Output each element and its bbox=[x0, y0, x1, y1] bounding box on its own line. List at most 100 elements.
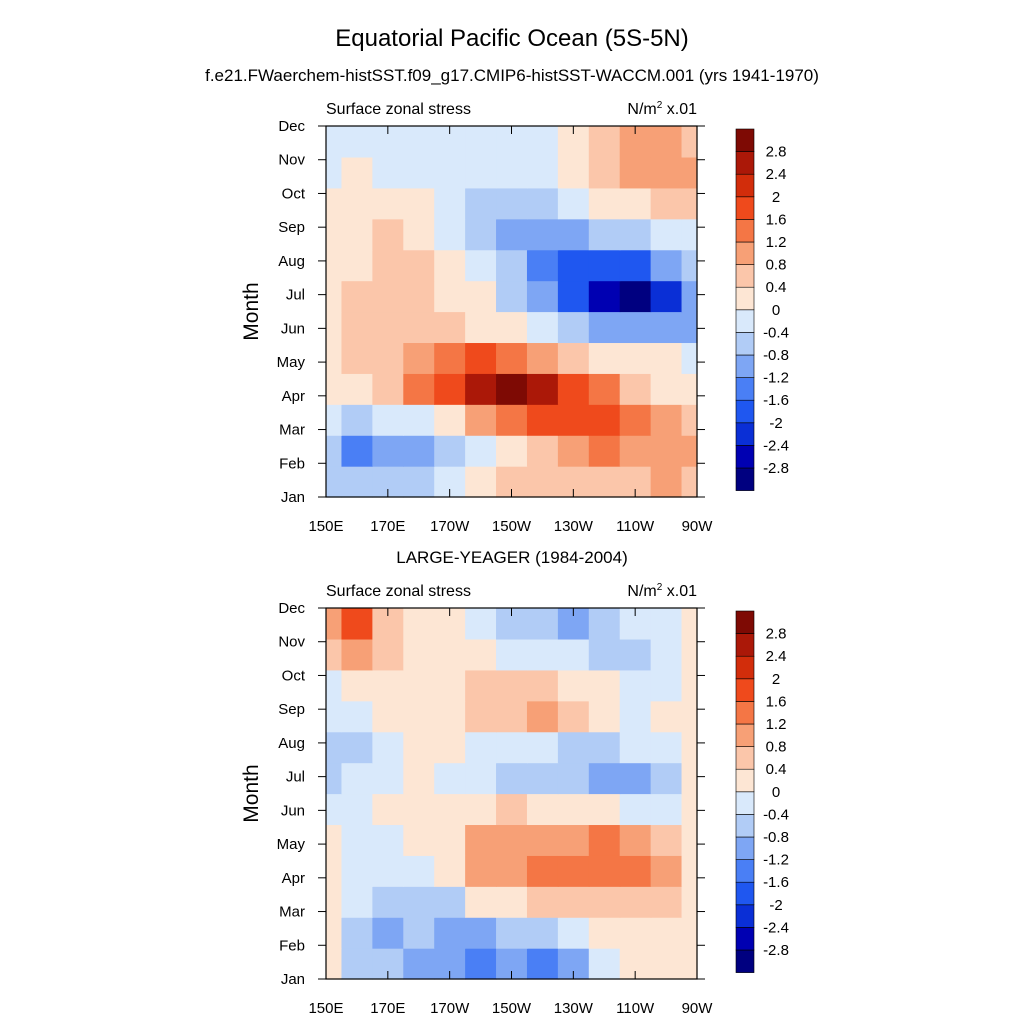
heatmap-cell bbox=[372, 249, 404, 282]
heatmap-cell bbox=[341, 342, 373, 374]
heatmap-cell bbox=[588, 126, 621, 158]
heatmap-cell bbox=[619, 435, 652, 467]
heatmap-cell bbox=[465, 342, 497, 374]
colorbar-label: -2.8 bbox=[763, 942, 789, 959]
heatmap-cell bbox=[465, 948, 497, 980]
heatmap-cell bbox=[619, 638, 652, 671]
heatmap-cell bbox=[557, 917, 590, 949]
heatmap-cell bbox=[496, 793, 528, 826]
heatmap-cell bbox=[496, 917, 528, 949]
heatmap-cell bbox=[650, 156, 683, 189]
heatmap-cell bbox=[465, 886, 497, 918]
colorbar: 2.8 2.4 2 1.6 1.2 0.8 0.4 0 -0.4 -0.8 -1.2 -1.6 -2 -2… bbox=[735, 610, 789, 973]
heatmap-cell bbox=[372, 731, 404, 764]
heatmap-cell bbox=[588, 731, 621, 764]
heatmap-cell bbox=[557, 218, 590, 251]
heatmap-cell bbox=[403, 793, 435, 826]
colorbar-label: 0 bbox=[772, 302, 780, 319]
heatmap-cell bbox=[341, 218, 373, 251]
heatmap-cell bbox=[403, 917, 435, 949]
heatmap-cell bbox=[619, 404, 652, 436]
colorbar-label: 2.8 bbox=[766, 144, 787, 161]
units-tail: x.01 bbox=[662, 583, 697, 600]
heatmap-cell bbox=[496, 373, 528, 405]
heatmap-cell bbox=[465, 466, 497, 498]
heatmap-cell bbox=[557, 855, 590, 887]
heatmap-cell bbox=[341, 311, 373, 344]
heatmap-cell bbox=[372, 373, 404, 405]
heatmap-cell bbox=[650, 669, 683, 702]
y-tick-label: Oct bbox=[282, 667, 306, 684]
heatmap-cell bbox=[372, 669, 404, 702]
heatmap-cell bbox=[588, 824, 621, 856]
y-axis-label: Month bbox=[240, 282, 263, 340]
heatmap-cell bbox=[326, 280, 343, 313]
heatmap-cell bbox=[372, 638, 404, 671]
x-tick-label: 90W bbox=[682, 518, 714, 535]
heatmap-cell bbox=[372, 824, 404, 856]
heatmap-cell bbox=[588, 886, 621, 918]
heatmap-cell bbox=[681, 762, 698, 795]
heatmap-cell bbox=[526, 466, 559, 498]
y-tick-label: Sep bbox=[278, 701, 305, 718]
heatmap-cell bbox=[650, 700, 683, 733]
heatmap-cells bbox=[326, 126, 698, 498]
y-tick-label: Jul bbox=[286, 769, 305, 786]
colorbar-label: -2.4 bbox=[763, 919, 789, 936]
heatmap-cell bbox=[372, 311, 404, 344]
heatmap-cell bbox=[557, 435, 590, 467]
heatmap-cell bbox=[588, 187, 621, 220]
heatmap-cell bbox=[496, 311, 528, 344]
heatmap-cell bbox=[372, 886, 404, 918]
colorbar-label: -1.2 bbox=[763, 370, 789, 387]
heatmap-cell bbox=[434, 638, 466, 671]
heatmap-cell bbox=[681, 311, 698, 344]
heatmap-cell bbox=[681, 218, 698, 251]
heatmap-cell bbox=[557, 342, 590, 374]
heatmap-cell bbox=[681, 731, 698, 764]
heatmap-cell bbox=[465, 218, 497, 251]
heatmap-cell bbox=[403, 249, 435, 282]
heatmap-cell bbox=[403, 373, 435, 405]
heatmap-cell bbox=[465, 608, 497, 640]
colorbar-label: 2.4 bbox=[766, 166, 787, 183]
heatmap-cell bbox=[588, 608, 621, 640]
heatmap-cell bbox=[619, 249, 652, 282]
heatmap-cell bbox=[372, 793, 404, 826]
heatmap-cell bbox=[557, 280, 590, 313]
heatmap-cell bbox=[372, 218, 404, 251]
heatmap-cell bbox=[588, 466, 621, 498]
colorbar-box bbox=[735, 859, 755, 883]
heatmap-cell bbox=[557, 311, 590, 344]
heatmap-cell bbox=[588, 249, 621, 282]
heatmap-cell bbox=[650, 793, 683, 826]
heatmap-cell bbox=[526, 669, 559, 702]
colorbar-label: -0.8 bbox=[763, 829, 789, 846]
heatmap-cell bbox=[403, 762, 435, 795]
heatmap-cell bbox=[341, 669, 373, 702]
heatmap-cell bbox=[526, 187, 559, 220]
heatmap-cell bbox=[681, 156, 698, 189]
heatmap-cell bbox=[588, 218, 621, 251]
heatmap-cell bbox=[650, 948, 683, 980]
heatmap-cell bbox=[526, 948, 559, 980]
y-tick-label: Mar bbox=[279, 422, 305, 439]
heatmap-cell bbox=[434, 824, 466, 856]
heatmap-cell bbox=[326, 669, 343, 702]
heatmap-cell bbox=[557, 700, 590, 733]
heatmap-cell bbox=[403, 466, 435, 498]
heatmap-cell bbox=[434, 855, 466, 887]
colorbar-label: -1.6 bbox=[763, 874, 789, 891]
heatmap-cell bbox=[619, 187, 652, 220]
colorbar-box bbox=[735, 927, 755, 951]
heatmap-cell bbox=[557, 249, 590, 282]
heatmap-cell bbox=[403, 731, 435, 764]
heatmap-cell bbox=[557, 793, 590, 826]
heatmap-cell bbox=[434, 187, 466, 220]
heatmap-cell bbox=[341, 466, 373, 498]
heatmap-cell bbox=[557, 404, 590, 436]
colorbar-box bbox=[735, 241, 755, 265]
units-tail: x.01 bbox=[662, 101, 697, 118]
heatmap-cell bbox=[465, 669, 497, 702]
y-tick-label: May bbox=[277, 354, 306, 371]
